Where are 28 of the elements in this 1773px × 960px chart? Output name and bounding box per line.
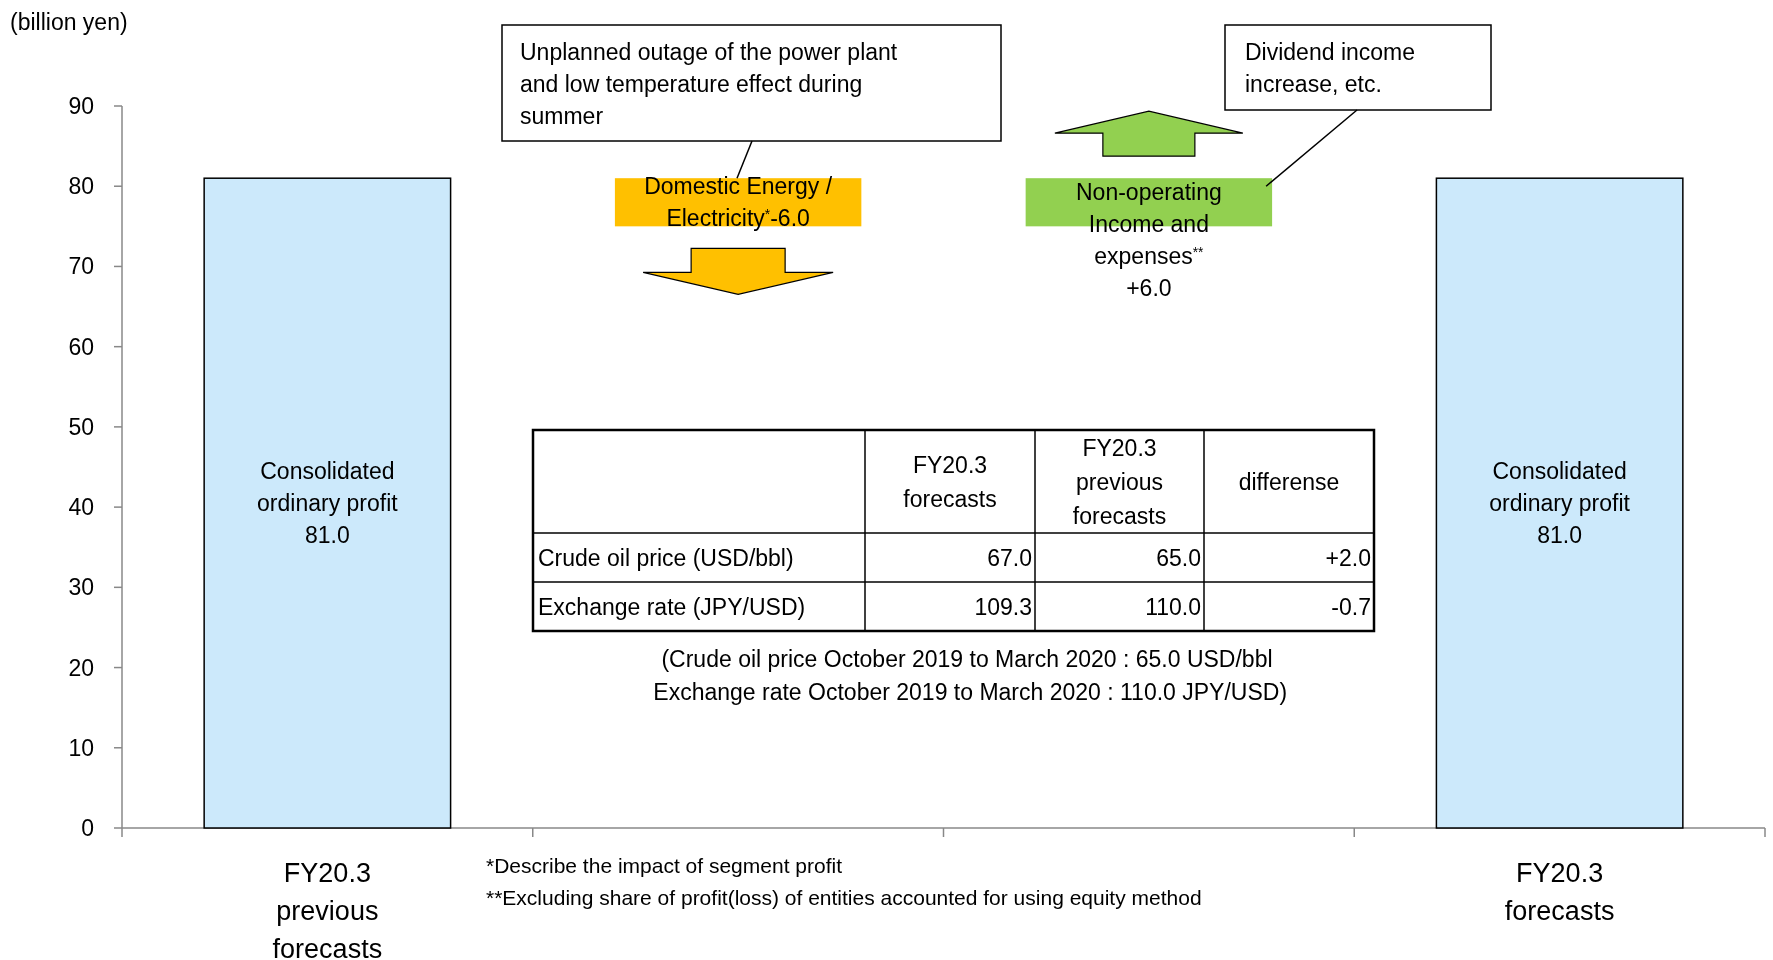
y-tick-label: 0 (81, 815, 94, 841)
annotation: +2.0 (1325, 544, 1371, 571)
y-tick-label: 50 (68, 413, 94, 440)
annotation: FY20.3 previous forecasts (1072, 434, 1167, 529)
annotation: Unplanned outage of the power plant and low temperature effect during summer (520, 39, 898, 129)
annotation: Exchange rate (JPY/USD) (538, 593, 806, 620)
annotation: 65.0 (1156, 544, 1201, 571)
annotation: -0.7 (1331, 593, 1371, 620)
y-tick-label: 30 (68, 574, 94, 601)
text: **Excluding share of profit(loss) of entities accounted for using equity method (486, 886, 1202, 909)
annotation: 110.0 (1145, 593, 1201, 620)
annotation: (Crude oil price October 2019 to March 2020 : 65.0 USD/bbl Exchange rate October 2019 to March 2020 : 110.0 JPY/USD) (646, 646, 1288, 705)
annotation: Crude oil price (USD/bbl) (538, 544, 794, 571)
data-label: Consolidated ordinary profit 81.0 (1489, 458, 1631, 549)
annotation: FY20.3 forecasts (903, 451, 997, 512)
text: *Describe the impact of segment profit (486, 854, 843, 877)
annotation: differense (1238, 468, 1340, 495)
y-tick-label: 80 (68, 173, 94, 200)
y-axis-title: (billion yen) (10, 9, 128, 35)
annotation: 109.3 (974, 593, 1032, 620)
data-label: Consolidated ordinary profit 81.0 (257, 458, 399, 549)
y-tick-label: 70 (68, 253, 94, 280)
y-tick-label: 90 (68, 93, 94, 119)
y-tick-label: 40 (68, 494, 94, 521)
y-tick-label: 20 (68, 654, 94, 681)
y-tick-label: 60 (68, 333, 94, 360)
annotation: 67.0 (987, 544, 1032, 571)
y-tick-label: 10 (68, 734, 94, 761)
